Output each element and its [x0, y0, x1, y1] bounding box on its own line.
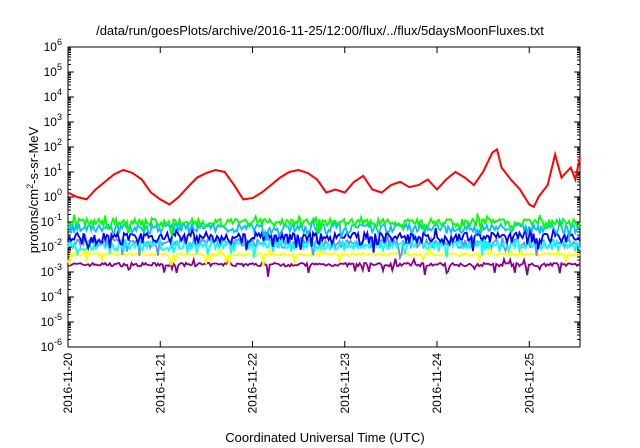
series-line [67, 256, 581, 277]
x-tick-label: 2016-11-22 [246, 353, 260, 414]
x-tick-label: 2016-11-24 [430, 353, 444, 414]
x-axis-label: Coordinated Universal Time (UTC) [225, 430, 425, 445]
y-tick-label: 103 [44, 112, 62, 129]
chart-title: /data/run/goesPlots/archive/2016-11-25/1… [96, 23, 544, 38]
series-line-red [67, 147, 581, 209]
y-tick-label: 10-1 [41, 212, 62, 229]
y-tick-label: 10-2 [41, 237, 62, 254]
series-line [67, 236, 581, 258]
y-tick-label: 102 [44, 137, 62, 154]
y-tick-label: 10-4 [41, 287, 62, 304]
y-tick-label: 106 [44, 37, 62, 54]
y-tick-label: 101 [44, 162, 62, 179]
y-tick-label: 105 [44, 62, 62, 79]
series-line [67, 226, 581, 253]
x-tick-label: 2016-11-25 [522, 353, 536, 414]
series-line [67, 245, 581, 267]
x-tick-label: 2016-11-20 [61, 353, 75, 414]
y-tick-label: 10-5 [41, 312, 62, 329]
y-tick-label: 10-3 [41, 262, 62, 279]
x-tick-label: 2016-11-21 [153, 353, 167, 414]
series-line [67, 212, 581, 237]
x-tick-label: 2016-11-23 [338, 353, 352, 414]
y-tick-label: 10-6 [41, 337, 62, 354]
y-tick-label: 100 [44, 187, 62, 204]
plot-frame [67, 46, 581, 348]
y-tick-label: 104 [44, 87, 62, 104]
series-line [67, 216, 581, 241]
